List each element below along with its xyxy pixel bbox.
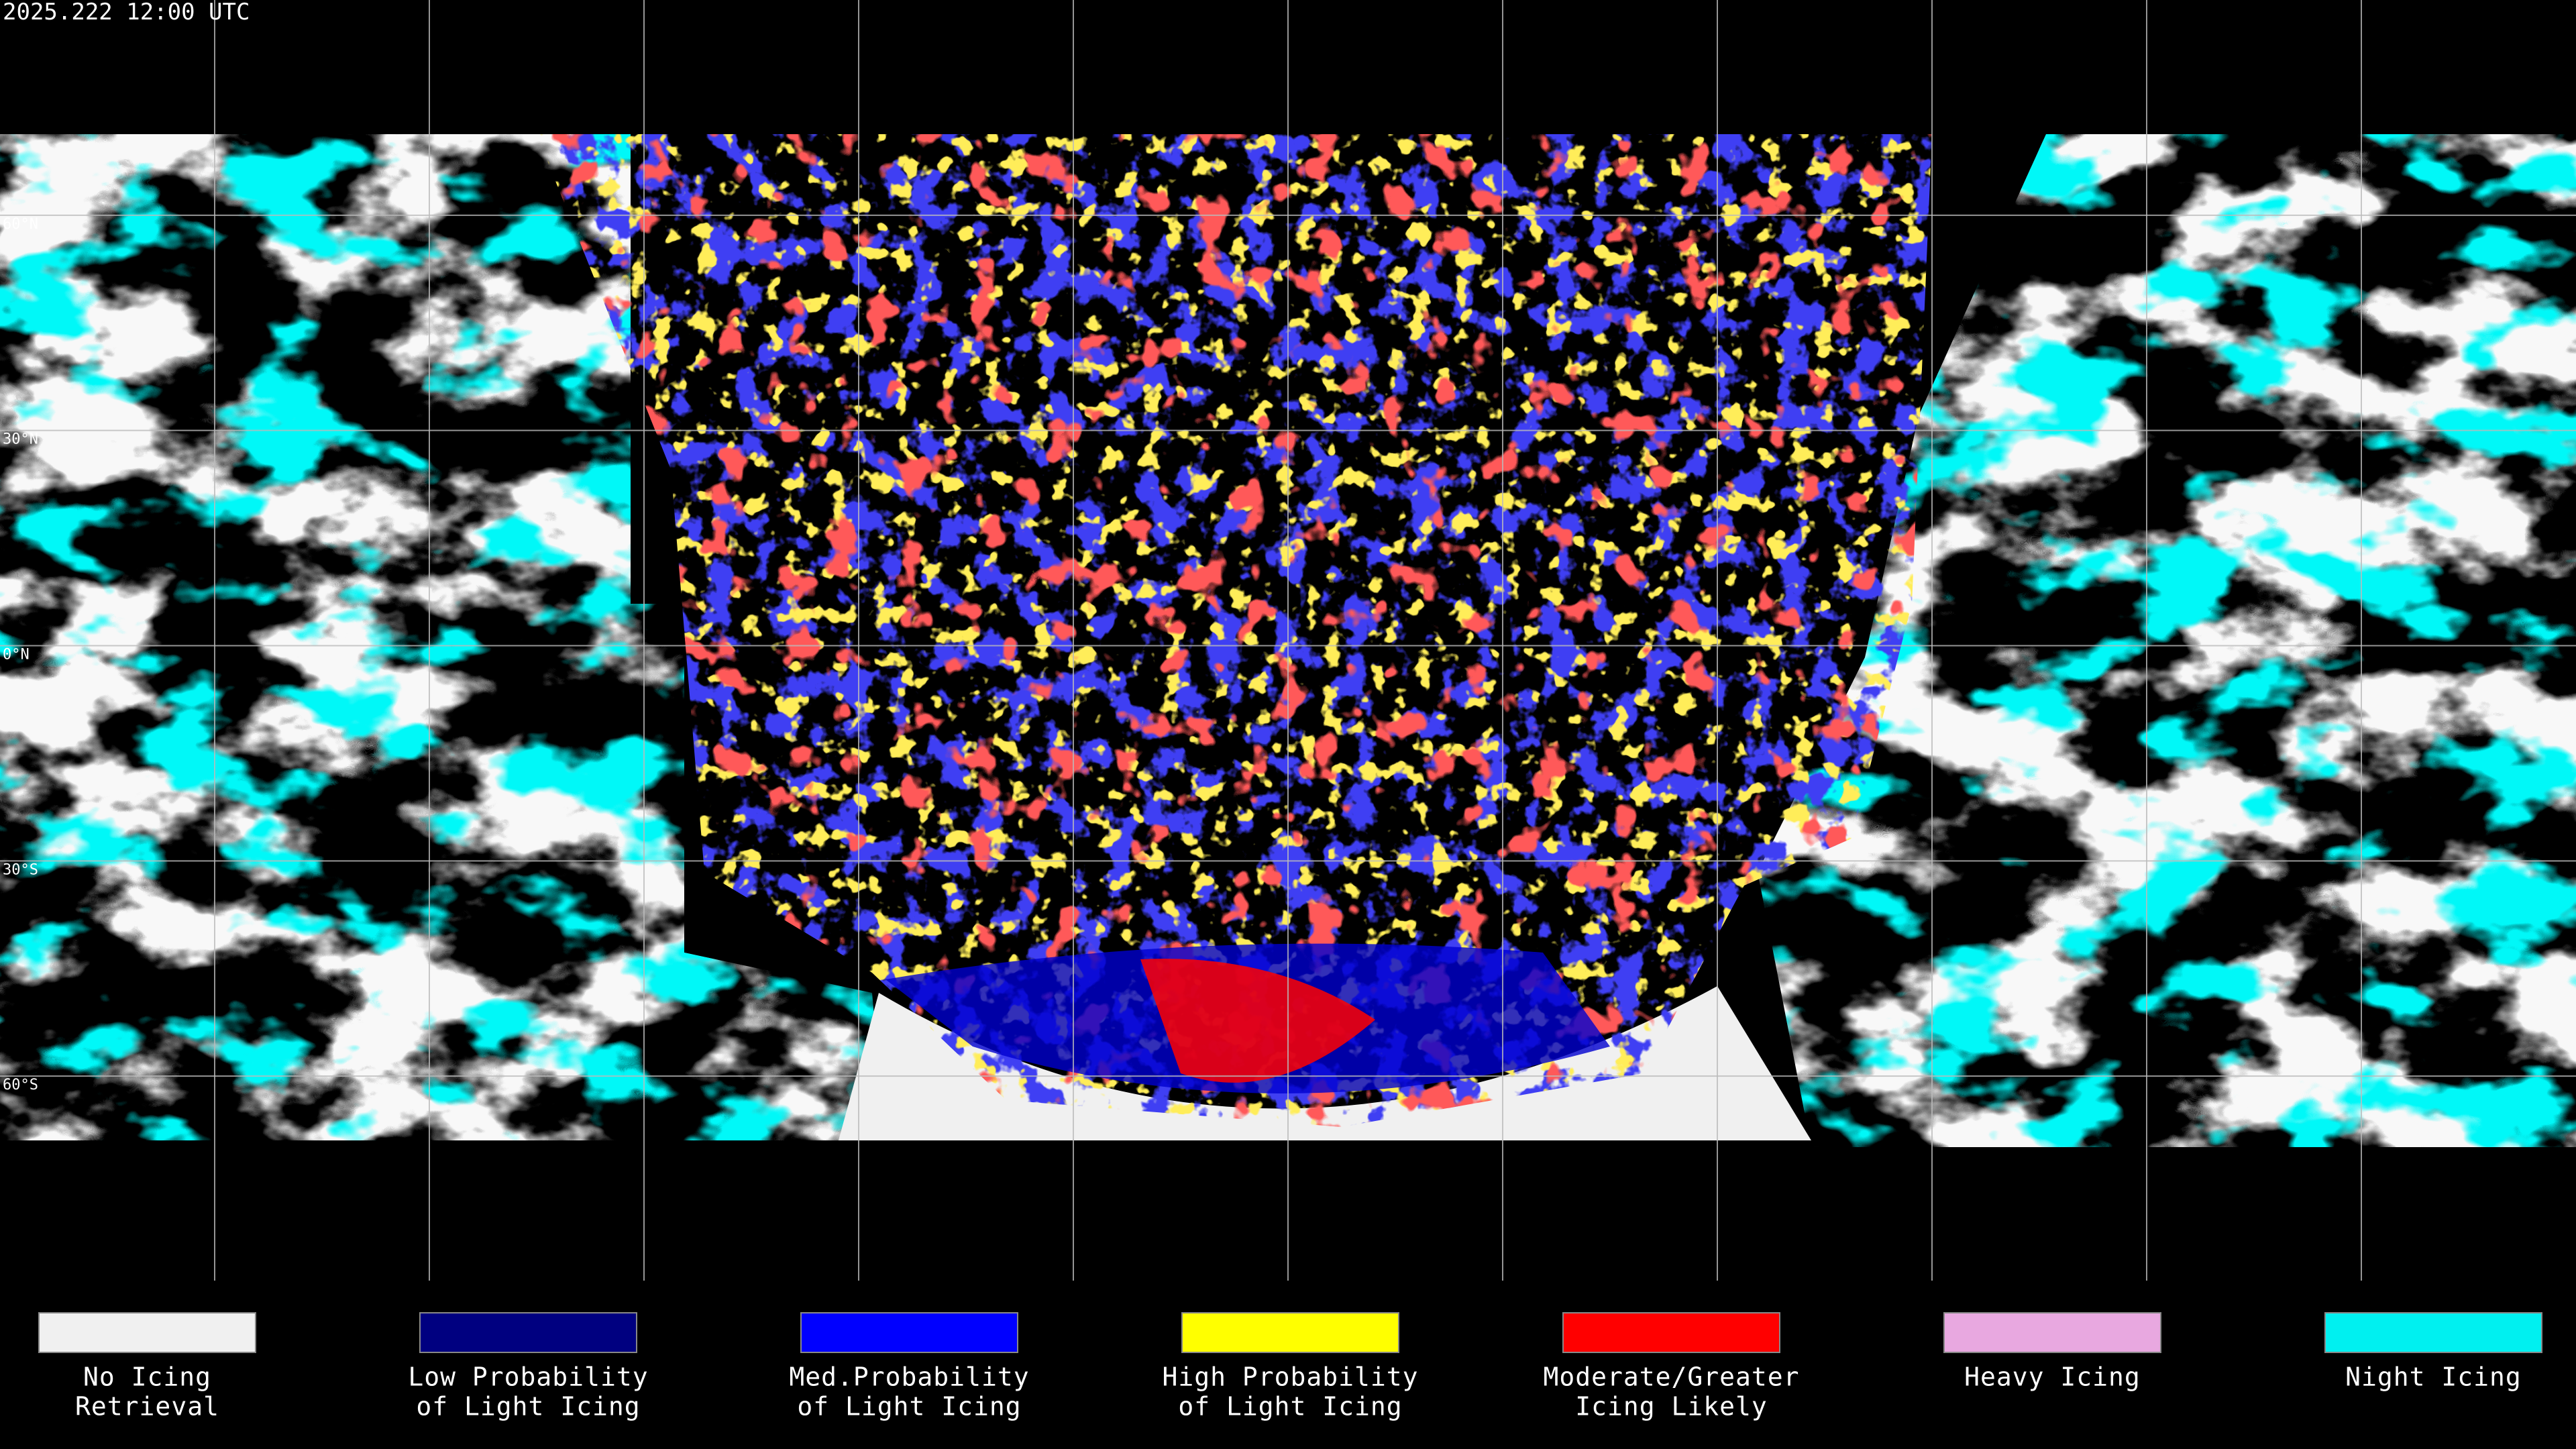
- legend-swatch: [1562, 1312, 1780, 1353]
- legend-swatch: [1181, 1312, 1399, 1353]
- legend-label: of Light Icing: [797, 1392, 1021, 1421]
- legend-swatch: [800, 1312, 1018, 1353]
- legend-swatch: [2324, 1312, 2542, 1353]
- legend-label: Heavy Icing: [1964, 1362, 2141, 1392]
- timestamp: 2025.222 12:00 UTC: [3, 0, 250, 25]
- map: [0, 0, 2576, 1281]
- legend-label: Retrieval: [75, 1392, 219, 1421]
- legend-label: Low Probability: [408, 1362, 648, 1392]
- legend-label: of Light Icing: [1178, 1392, 1402, 1421]
- legend-label: of Light Icing: [416, 1392, 640, 1421]
- latitude-label: 30°S: [3, 861, 38, 878]
- legend-label: No Icing: [83, 1362, 211, 1392]
- latitude-label: 60°S: [3, 1077, 38, 1093]
- legend-label: Icing Likely: [1575, 1392, 1768, 1421]
- latitude-labels: 60°N 30°N 0°N 30°S 60°S: [3, 216, 38, 1093]
- legend-label: Med.Probability: [789, 1362, 1029, 1392]
- legend-label: High Probability: [1162, 1362, 1418, 1392]
- legend-label: Night Icing: [2345, 1362, 2522, 1392]
- latitude-label: 60°N: [3, 216, 38, 233]
- legend-swatch: [419, 1312, 637, 1353]
- legend-swatch: [1943, 1312, 2161, 1353]
- legend-swatch: [38, 1312, 256, 1353]
- latitude-label: 0°N: [3, 647, 30, 663]
- icing-region: [1140, 959, 1375, 1083]
- legend-label: Moderate/Greater: [1543, 1362, 1799, 1392]
- latitude-label: 30°N: [3, 431, 38, 448]
- graticule: [0, 0, 2576, 1281]
